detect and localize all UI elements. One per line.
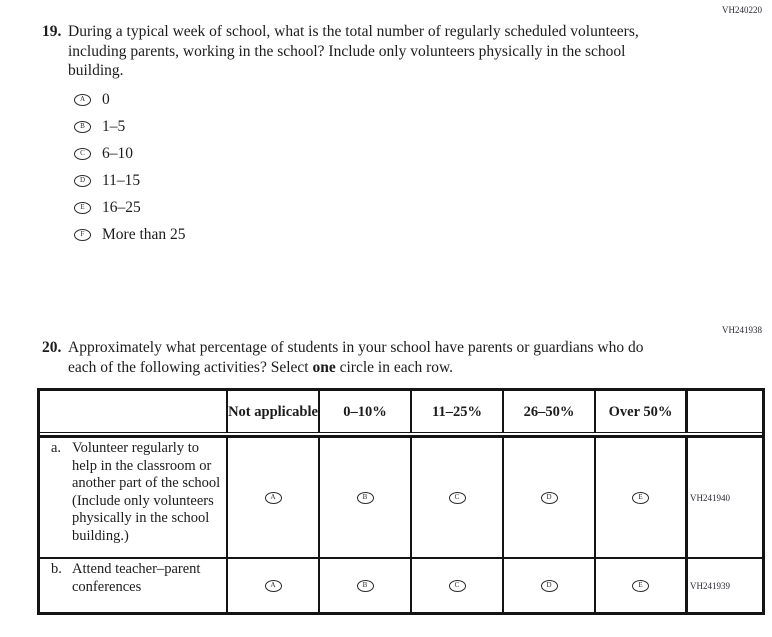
header-label: Over 50% — [608, 403, 673, 420]
question-20: 20. Approximately what percentage of stu… — [42, 338, 666, 377]
row-b-cell-11-25: C — [412, 559, 504, 612]
row-a-cell-over-50: E — [596, 438, 688, 557]
row-a-prefix: a. — [51, 440, 62, 456]
header-cell-0-10: 0–10% — [320, 391, 412, 432]
question-19-code: VH240220 — [722, 5, 762, 15]
answer-bubble-e[interactable]: E — [74, 201, 91, 214]
row-b-prefix: b. — [51, 561, 62, 577]
answer-bubble-a[interactable]: A — [264, 579, 282, 592]
answer-bubble-d[interactable]: D — [540, 579, 558, 592]
answer-bubble-d[interactable]: D — [540, 491, 558, 504]
header-label: Not applicable — [228, 403, 318, 420]
question-19: 19. During a typical week of school, wha… — [42, 22, 646, 81]
option-label: 11–15 — [102, 171, 141, 189]
question-20-code: VH241938 — [722, 325, 762, 335]
header-cell-empty — [40, 391, 228, 432]
header-cell-code — [688, 391, 762, 432]
question-20-number: 20. — [42, 339, 62, 356]
header-cell-11-25: 11–25% — [412, 391, 504, 432]
question-19-number: 19. — [42, 23, 62, 40]
question-19-options: A 0 B 1–5 C 6–10 D 11–15 E 16–25 F More … — [74, 86, 186, 248]
row-b-code: VH241939 — [690, 580, 730, 591]
row-a-label: Volunteer regularly to help in the class… — [72, 440, 221, 544]
answer-bubble-e[interactable]: E — [632, 491, 649, 504]
question-20-table: Not applicable 0–10% 11–25% 26–50% Over … — [37, 388, 765, 615]
question-20-bold-word: one — [312, 358, 336, 376]
header-label: 11–25% — [432, 403, 482, 420]
answer-bubble-b[interactable]: B — [74, 120, 91, 133]
option-row: D 11–15 — [74, 167, 186, 194]
row-a-cell-11-25: C — [412, 438, 504, 557]
table-header-row: Not applicable 0–10% 11–25% 26–50% Over … — [40, 391, 762, 433]
row-a-cell-26-50: D — [504, 438, 596, 557]
option-label: More than 25 — [102, 225, 186, 243]
header-cell-26-50: 26–50% — [504, 391, 596, 432]
option-row: C 6–10 — [74, 140, 186, 167]
row-a-code: VH241940 — [690, 492, 730, 503]
row-a-label-cell: a. Volunteer regularly to help in the cl… — [40, 438, 228, 557]
answer-bubble-f[interactable]: F — [74, 228, 91, 241]
header-label: 0–10% — [343, 403, 387, 420]
row-a-cell-0-10: B — [320, 438, 412, 557]
row-b-label-cell: b. Attend teacher–parent conferences — [40, 559, 228, 612]
option-label: 0 — [102, 90, 110, 108]
header-label: 26–50% — [523, 403, 575, 420]
answer-bubble-e[interactable]: E — [632, 579, 649, 592]
option-label: 6–10 — [102, 144, 133, 162]
answer-bubble-b[interactable]: B — [356, 491, 374, 504]
row-b-cell-over-50: E — [596, 559, 688, 612]
answer-bubble-c[interactable]: C — [448, 491, 466, 504]
row-a-cell-not-applicable: A — [228, 438, 320, 557]
question-20-text-end: circle in each row. — [335, 358, 454, 376]
option-row: E 16–25 — [74, 194, 186, 221]
question-19-text: During a typical week of school, what is… — [68, 23, 639, 79]
table-row-a: a. Volunteer regularly to help in the cl… — [40, 435, 762, 557]
row-b-label: Attend teacher–parent conferences — [72, 561, 201, 595]
row-b-cell-0-10: B — [320, 559, 412, 612]
header-cell-over-50: Over 50% — [596, 391, 688, 432]
answer-bubble-c[interactable]: C — [448, 579, 466, 592]
option-label: 1–5 — [102, 117, 126, 135]
table-row-b: b. Attend teacher–parent conferences A B… — [40, 557, 762, 612]
question-20-text: Approximately what percentage of student… — [68, 338, 666, 377]
row-b-cell-not-applicable: A — [228, 559, 320, 612]
row-b-cell-26-50: D — [504, 559, 596, 612]
header-cell-not-applicable: Not applicable — [228, 391, 320, 432]
answer-bubble-a[interactable]: A — [74, 93, 91, 106]
option-label: 16–25 — [102, 198, 141, 216]
option-row: A 0 — [74, 86, 186, 113]
answer-bubble-b[interactable]: B — [356, 579, 374, 592]
option-row: B 1–5 — [74, 113, 186, 140]
answer-bubble-a[interactable]: A — [264, 491, 282, 504]
answer-bubble-d[interactable]: D — [74, 174, 91, 187]
option-row: F More than 25 — [74, 221, 186, 248]
question-20-text-start: Approximately what percentage of student… — [68, 339, 644, 376]
answer-bubble-c[interactable]: C — [74, 147, 91, 160]
